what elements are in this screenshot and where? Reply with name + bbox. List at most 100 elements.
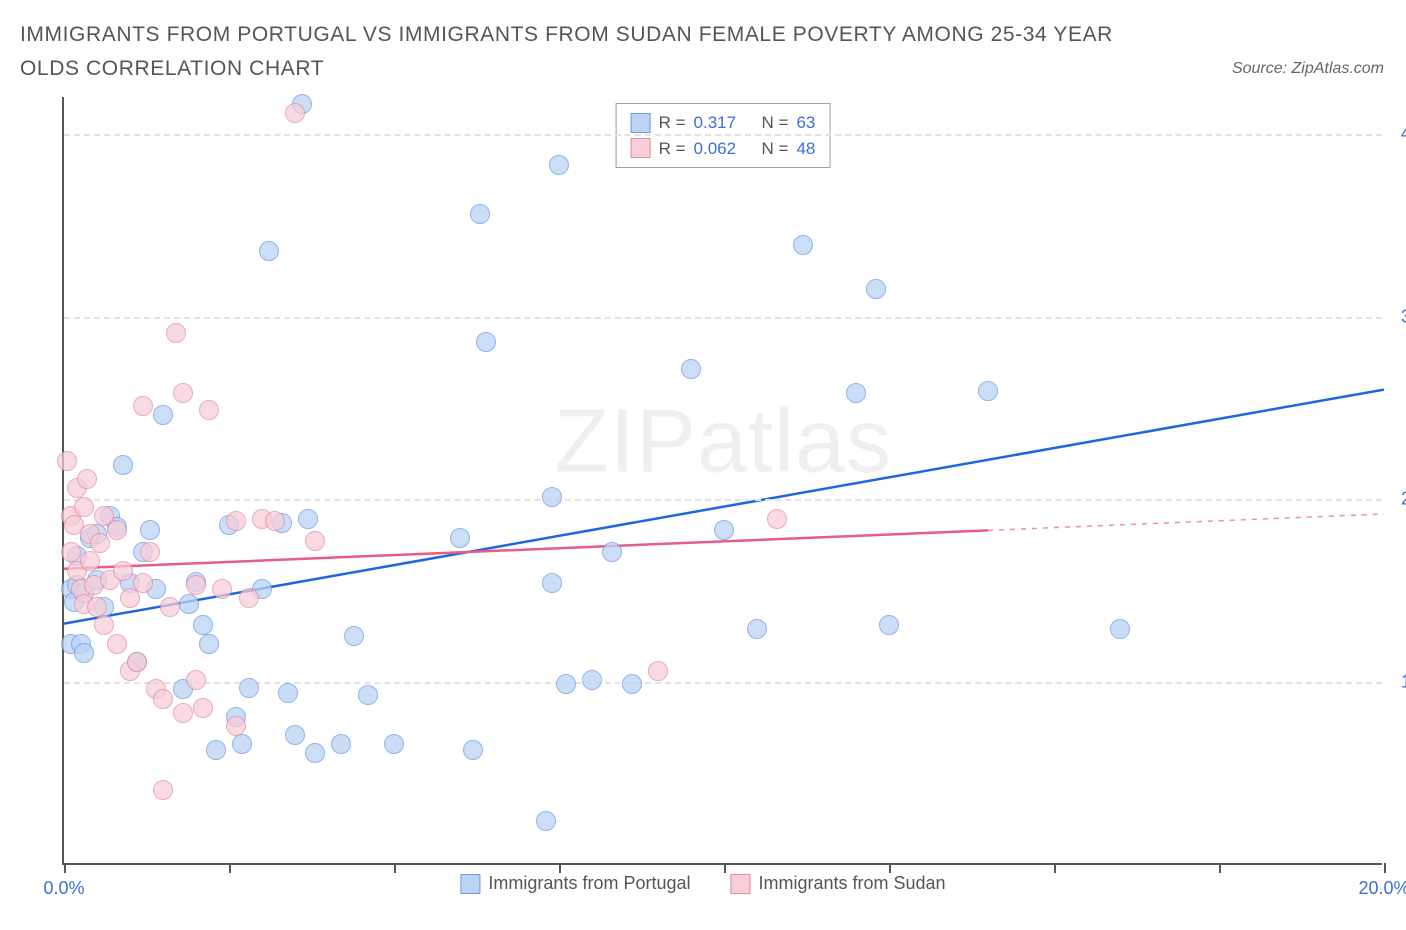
legend-swatch (460, 874, 480, 894)
y-tick-label: 10.0% (1392, 672, 1406, 693)
data-point (278, 683, 298, 703)
legend-swatch (730, 874, 750, 894)
data-point (226, 511, 246, 531)
legend-label: Immigrants from Sudan (758, 873, 945, 894)
data-point (542, 487, 562, 507)
data-point (470, 204, 490, 224)
watermark: ZIPatlas (554, 390, 892, 493)
data-point (77, 469, 97, 489)
legend-stat-row: R = 0.317 N = 63 (631, 110, 816, 136)
x-tick (1054, 863, 1056, 873)
legend-stat-row: R = 0.062 N = 48 (631, 136, 816, 162)
data-point (648, 661, 668, 681)
legend-item: Immigrants from Portugal (460, 873, 690, 894)
trend-lines (64, 97, 1384, 865)
data-point (107, 520, 127, 540)
data-point (173, 703, 193, 723)
data-point (153, 689, 173, 709)
data-point (450, 528, 470, 548)
data-point (74, 497, 94, 517)
data-point (127, 652, 147, 672)
data-point (542, 573, 562, 593)
x-tick (64, 863, 66, 873)
data-point (199, 400, 219, 420)
data-point (199, 634, 219, 654)
data-point (206, 740, 226, 760)
data-point (358, 685, 378, 705)
data-point (186, 670, 206, 690)
legend-item: Immigrants from Sudan (730, 873, 945, 894)
data-point (866, 279, 886, 299)
data-point (556, 674, 576, 694)
data-point (153, 780, 173, 800)
data-point (879, 615, 899, 635)
data-point (305, 531, 325, 551)
data-point (80, 551, 100, 571)
gridline (64, 317, 1382, 319)
x-tick (1219, 863, 1221, 873)
legend-series: Immigrants from Portugal Immigrants from … (460, 873, 945, 894)
data-point (166, 323, 186, 343)
data-point (476, 332, 496, 352)
data-point (582, 670, 602, 690)
data-point (331, 734, 351, 754)
legend-label: Immigrants from Portugal (488, 873, 690, 894)
legend-swatch (631, 113, 651, 133)
data-point (265, 511, 285, 531)
gridline (64, 682, 1382, 684)
data-point (57, 451, 77, 471)
data-point (239, 588, 259, 608)
data-point (212, 579, 232, 599)
data-point (622, 674, 642, 694)
data-point (846, 383, 866, 403)
data-point (179, 594, 199, 614)
data-point (160, 597, 180, 617)
data-point (536, 811, 556, 831)
data-point (793, 235, 813, 255)
plot-area: ZIPatlas R = 0.317 N = 63R = 0.062 N = 4… (62, 97, 1382, 865)
data-point (87, 597, 107, 617)
data-point (113, 455, 133, 475)
legend-swatch (631, 138, 651, 158)
gridline (64, 134, 1382, 136)
data-point (747, 619, 767, 639)
data-point (226, 716, 246, 736)
data-point (113, 561, 133, 581)
data-point (978, 381, 998, 401)
data-point (767, 509, 787, 529)
chart-container: Female Poverty Among 25-34 Year Olds ZIP… (14, 97, 1392, 917)
y-tick-label: 30.0% (1392, 306, 1406, 327)
data-point (186, 575, 206, 595)
data-point (681, 359, 701, 379)
x-tick-label: 20.0% (1358, 878, 1406, 899)
x-tick (724, 863, 726, 873)
x-tick (394, 863, 396, 873)
chart-title: IMMIGRANTS FROM PORTUGAL VS IMMIGRANTS F… (20, 18, 1120, 85)
data-point (90, 533, 110, 553)
data-point (94, 615, 114, 635)
data-point (305, 743, 325, 763)
data-point (193, 698, 213, 718)
data-point (384, 734, 404, 754)
gridline (64, 499, 1382, 501)
data-point (259, 241, 279, 261)
data-point (74, 643, 94, 663)
data-point (602, 542, 622, 562)
data-point (232, 734, 252, 754)
data-point (298, 509, 318, 529)
source-label: Source: ZipAtlas.com (1232, 60, 1384, 78)
data-point (239, 678, 259, 698)
data-point (140, 542, 160, 562)
data-point (140, 520, 160, 540)
x-tick (229, 863, 231, 873)
x-tick (559, 863, 561, 873)
x-tick (889, 863, 891, 873)
data-point (173, 383, 193, 403)
data-point (463, 740, 483, 760)
data-point (549, 155, 569, 175)
data-point (193, 615, 213, 635)
data-point (133, 573, 153, 593)
y-tick-label: 40.0% (1392, 123, 1406, 144)
data-point (61, 542, 81, 562)
y-tick-label: 20.0% (1392, 489, 1406, 510)
